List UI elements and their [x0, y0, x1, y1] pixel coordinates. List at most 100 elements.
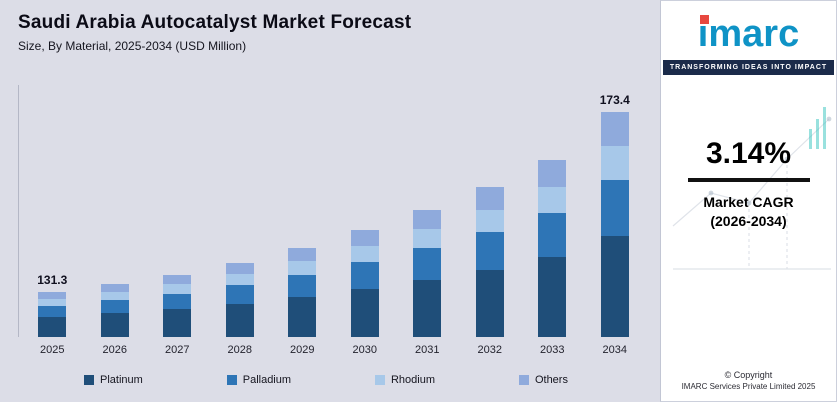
bar-segment-rhodium-2032: [475, 209, 504, 232]
bar-group-2026: [84, 284, 147, 337]
bar-segment-platinum-2030: [350, 288, 379, 337]
bar-2033: [538, 160, 567, 337]
imarc-logo-text: imarc: [697, 13, 800, 55]
bar-2025: [38, 291, 67, 337]
bar-segment-others-2034: [600, 112, 629, 146]
stacked-bar-chart: 131.3 173.4: [18, 85, 646, 337]
bar-segment-palladium-2031: [413, 248, 442, 280]
legend-swatch-rhodium: [374, 375, 385, 385]
cagr-value: 3.14%: [705, 137, 792, 170]
x-axis-label-2032: 2032: [477, 344, 502, 356]
x-axis-label-2029: 2029: [290, 344, 315, 356]
bar-segment-platinum-2029: [288, 296, 317, 337]
bar-group-2033: [521, 160, 584, 337]
legend-item-rhodium: Rhodium: [374, 374, 436, 386]
bar-segment-rhodium-2034: [600, 145, 629, 180]
legend-label-rhodium: Rhodium: [390, 374, 436, 386]
brand-side-panel: imarc TRANSFORMING IDEAS INTO IMPACT 3.1…: [660, 0, 837, 402]
bar-segment-platinum-2033: [538, 257, 567, 337]
side-panel-content: imarc TRANSFORMING IDEAS INTO IMPACT 3.1…: [662, 13, 835, 391]
cagr-underline: [687, 178, 810, 182]
bar-group-2027: [146, 275, 209, 337]
x-axis-label-2027: 2027: [165, 344, 190, 356]
x-axis-label-2028: 2028: [227, 344, 252, 356]
bar-segment-rhodium-2033: [538, 186, 567, 214]
cagr-block: 3.14% Market CAGR (2026-2034): [687, 137, 810, 231]
bar-segment-others-2029: [288, 247, 317, 262]
bar-segment-platinum-2032: [475, 269, 504, 337]
imarc-logo-dot: [699, 15, 709, 24]
bar-segment-platinum-2025: [38, 316, 67, 337]
imarc-tagline: TRANSFORMING IDEAS INTO IMPACT: [662, 60, 835, 75]
legend-label-palladium: Palladium: [242, 374, 292, 386]
chart-section: Saudi Arabia Autocatalyst Market Forecas…: [0, 0, 660, 402]
bar-segment-others-2031: [413, 210, 442, 230]
bar-segment-rhodium-2027: [163, 284, 192, 294]
bar-value-label-2034: 173.4: [599, 93, 630, 108]
copyright-line1: © Copyright: [724, 370, 773, 380]
chart-subtitle: Size, By Material, 2025-2034 (USD Millio…: [18, 39, 247, 53]
legend-label-platinum: Platinum: [100, 374, 143, 386]
imarc-logo: imarc: [698, 15, 799, 53]
bar-group-2034: 173.4: [584, 93, 647, 337]
bar-segment-others-2026: [100, 284, 129, 293]
bar-segment-rhodium-2026: [100, 292, 129, 300]
bar-group-2028: [209, 263, 272, 337]
bar-segment-rhodium-2029: [288, 261, 317, 275]
x-axis-label-2030: 2030: [352, 344, 377, 356]
x-axis-label-2033: 2033: [540, 344, 565, 356]
bar-group-2030: [334, 229, 397, 337]
bar-segment-platinum-2034: [600, 235, 629, 337]
copyright: © Copyright IMARC Services Private Limit…: [682, 370, 816, 391]
bar-segment-palladium-2032: [475, 232, 504, 270]
x-axis-label-2026: 2026: [102, 344, 127, 356]
x-axis-label-2025: 2025: [40, 344, 65, 356]
bar-segment-platinum-2028: [225, 303, 254, 337]
decorative-chart-graphic: [672, 107, 832, 270]
bar-group-2025: 131.3: [21, 273, 84, 337]
bar-segment-palladium-2025: [38, 305, 67, 317]
bar-segment-palladium-2026: [100, 299, 129, 314]
bar-2029: [288, 247, 317, 337]
bar-segment-others-2025: [38, 291, 67, 299]
legend-item-palladium: Palladium: [226, 374, 292, 386]
bar-value-label-2025: 131.3: [37, 272, 68, 287]
bar-segment-rhodium-2030: [350, 246, 379, 263]
plot-area: 131.3 173.4 2025 2026 2027 2028 2029 2030 2031 2…: [18, 85, 646, 392]
bar-segment-others-2033: [538, 160, 567, 187]
bar-segment-rhodium-2031: [413, 229, 442, 249]
bar-segment-palladium-2030: [350, 262, 379, 289]
bar-2028: [225, 263, 254, 337]
cagr-label-line2: (2026-2034): [710, 212, 787, 229]
bar-segment-palladium-2033: [538, 213, 567, 258]
chart-title: Saudi Arabia Autocatalyst Market Forecas…: [18, 12, 412, 33]
legend-swatch-others: [518, 375, 529, 385]
bar-2034: [600, 112, 629, 337]
bar-segment-others-2032: [475, 187, 504, 210]
bar-segment-palladium-2027: [163, 293, 192, 310]
bar-2027: [163, 275, 192, 337]
bar-2026: [100, 284, 129, 337]
x-axis-label-2034: 2034: [602, 344, 627, 356]
bar-segment-platinum-2031: [413, 279, 442, 337]
bar-segment-palladium-2028: [225, 285, 254, 304]
bar-2030: [350, 229, 379, 337]
bar-segment-others-2028: [225, 263, 254, 275]
bar-group-2029: [271, 247, 334, 337]
cagr-label-line1: Market CAGR: [703, 194, 794, 210]
legend-item-platinum: Platinum: [84, 374, 143, 386]
chart-legend: Platinum Palladium Rhodium Others: [18, 374, 646, 386]
bar-group-2031: [396, 210, 459, 337]
bar-segment-platinum-2027: [163, 309, 192, 337]
bar-segment-others-2027: [163, 275, 192, 285]
legend-swatch-platinum: [84, 375, 94, 385]
bar-segment-platinum-2026: [100, 313, 129, 337]
bar-segment-palladium-2034: [600, 179, 629, 236]
legend-swatch-palladium: [226, 375, 237, 385]
bar-segment-palladium-2029: [288, 274, 317, 297]
legend-item-others: Others: [518, 374, 568, 386]
bar-2031: [413, 210, 442, 337]
copyright-line2: IMARC Services Private Limited 2025: [681, 382, 816, 391]
legend-label-others: Others: [534, 374, 568, 386]
x-axis-label-2031: 2031: [415, 344, 440, 356]
